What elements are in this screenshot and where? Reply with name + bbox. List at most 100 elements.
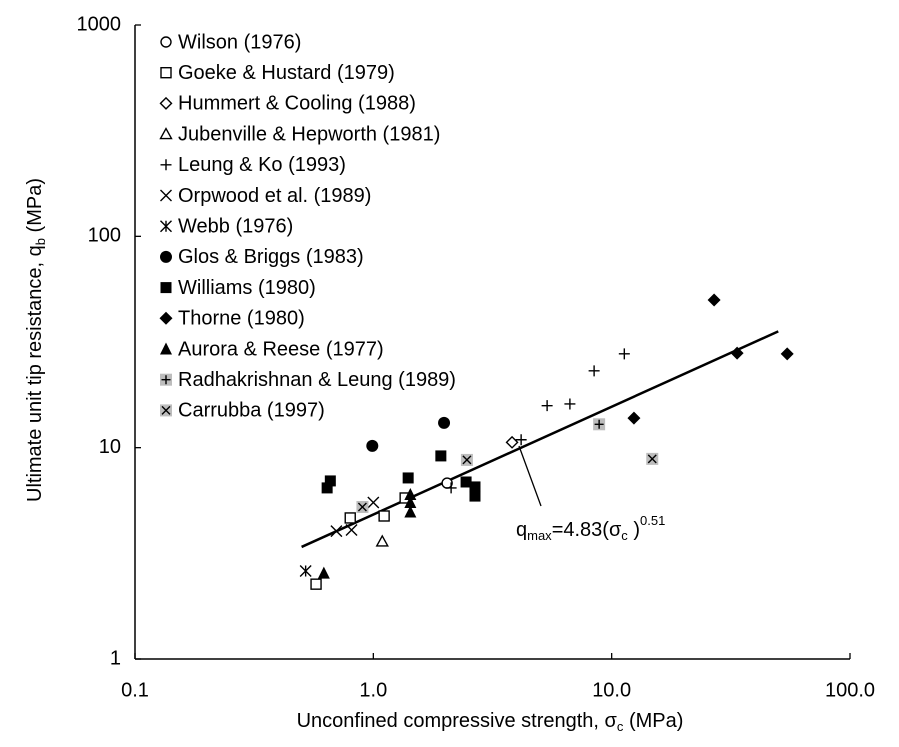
text-part: Ultimate unit tip resistance, q xyxy=(24,245,46,502)
legend-marker xyxy=(159,311,173,325)
point-part xyxy=(378,510,390,522)
point-part xyxy=(469,481,481,493)
point-part xyxy=(321,482,333,494)
point-part xyxy=(324,475,336,487)
point xyxy=(367,496,380,509)
point-part xyxy=(780,347,794,361)
point-part xyxy=(357,502,367,512)
legend-label: Carrubba (1997) xyxy=(178,400,325,422)
text-part: (MPa) xyxy=(623,710,683,732)
legend-marker xyxy=(160,66,172,79)
legend-label: Aurora & Reese (1977) xyxy=(178,338,384,360)
legend-label: Wilson (1976) xyxy=(178,31,301,53)
point xyxy=(404,488,417,501)
x-tick-label: 0.1 xyxy=(121,679,149,701)
x-axis-label: Unconfined compressive strength, σc (MPa… xyxy=(297,710,684,734)
point-part xyxy=(367,496,380,509)
legend-label: Webb (1976) xyxy=(178,215,293,237)
point xyxy=(515,434,527,446)
point xyxy=(366,439,379,452)
point xyxy=(330,525,343,538)
point xyxy=(541,400,553,412)
y-tick-label: 1 xyxy=(110,647,121,669)
annotation: qmax=4.83(σc )0.51 xyxy=(516,513,665,543)
point-part xyxy=(438,416,451,429)
point xyxy=(317,566,330,579)
legend-marker xyxy=(160,282,172,294)
point-part xyxy=(344,512,356,524)
legend-marker xyxy=(160,36,172,48)
point xyxy=(445,482,457,494)
text-part: b xyxy=(33,238,48,245)
point xyxy=(402,472,414,484)
point xyxy=(505,435,519,449)
legend-marker xyxy=(160,189,172,202)
y-tick-label: 1000 xyxy=(77,13,122,35)
text-part: 0.51 xyxy=(640,513,665,528)
point-part xyxy=(404,488,417,501)
annotation-leader xyxy=(518,445,542,507)
x-tick-label: 10.0 xyxy=(592,679,631,701)
point-part xyxy=(505,435,519,449)
legend-marker-part xyxy=(159,96,173,110)
point xyxy=(588,365,600,377)
point xyxy=(469,481,481,493)
point-part xyxy=(515,434,527,446)
point-part xyxy=(594,419,604,429)
point xyxy=(646,452,659,465)
point xyxy=(324,475,336,487)
legend-marker xyxy=(159,127,173,140)
point-part xyxy=(627,411,641,425)
legend-marker xyxy=(160,250,172,263)
point xyxy=(707,293,721,307)
point-part xyxy=(469,490,481,502)
point xyxy=(299,564,312,577)
point xyxy=(780,347,794,361)
text-part: c xyxy=(621,528,628,543)
point xyxy=(435,450,447,462)
legend-marker xyxy=(160,404,172,417)
point xyxy=(730,346,744,360)
legend-marker xyxy=(160,373,172,386)
point-part xyxy=(366,439,379,452)
legend-marker xyxy=(160,159,172,171)
text-part: Unconfined compressive strength, σ xyxy=(297,710,618,732)
point xyxy=(618,348,630,360)
legend-marker-part xyxy=(160,189,172,202)
point-part xyxy=(330,525,343,538)
legend-label: Orpwood et al. (1989) xyxy=(178,185,371,207)
point-part xyxy=(730,346,744,360)
point-part xyxy=(462,455,472,465)
point xyxy=(344,512,356,524)
y-axis-label: Ultimate unit tip resistance, qb (MPa) xyxy=(24,178,48,502)
legend-marker-part xyxy=(159,311,173,325)
point-part xyxy=(588,365,600,377)
legend-marker-part xyxy=(161,405,171,415)
point xyxy=(404,496,417,509)
point-part xyxy=(404,505,417,518)
y-tick-label: 100 xyxy=(88,225,121,247)
point xyxy=(378,510,390,522)
point xyxy=(627,411,641,425)
legend-label: Glos & Briggs (1983) xyxy=(178,246,364,268)
point-part xyxy=(445,482,457,494)
legend-marker-part xyxy=(159,127,173,140)
legend-label: Leung & Ko (1993) xyxy=(178,154,346,176)
point xyxy=(375,534,389,547)
point-part xyxy=(707,293,721,307)
text-part: max xyxy=(527,528,552,543)
point-part xyxy=(541,400,553,412)
point xyxy=(438,416,451,429)
legend-marker-part xyxy=(160,66,172,79)
legend-marker xyxy=(160,220,172,233)
legend-label: Goeke & Hustard (1979) xyxy=(178,62,395,84)
point-part xyxy=(317,566,330,579)
point-part xyxy=(404,496,417,509)
point xyxy=(310,578,322,590)
text-part: c xyxy=(617,719,624,734)
trend-line xyxy=(301,330,779,549)
legend-marker xyxy=(160,342,172,355)
legend-label: Williams (1980) xyxy=(178,277,316,299)
point xyxy=(460,476,472,488)
